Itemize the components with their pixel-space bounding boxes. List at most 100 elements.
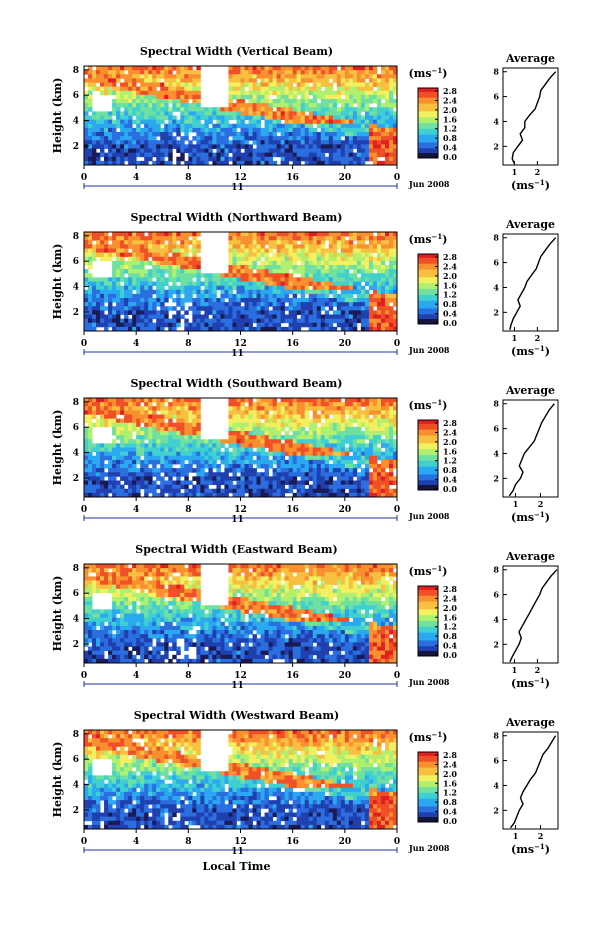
heatmap-cell xyxy=(168,74,173,79)
heatmap-cell xyxy=(84,127,89,133)
heatmap-cell xyxy=(344,402,350,407)
heatmap-cell xyxy=(332,293,338,299)
heatmap-cell xyxy=(84,439,89,444)
heatmap-cell xyxy=(228,148,233,154)
heatmap-cell xyxy=(192,82,197,88)
heatmap-cell xyxy=(392,140,398,145)
heatmap-cell xyxy=(108,281,113,287)
heatmap-cell xyxy=(184,435,189,440)
heatmap-cell xyxy=(260,78,265,83)
heatmap-cell xyxy=(200,111,205,116)
heatmap-cell xyxy=(96,302,101,307)
heatmap-cell xyxy=(88,136,93,141)
heatmap-cell xyxy=(152,468,157,473)
heatmap-cell xyxy=(160,103,165,108)
heatmap-cell xyxy=(372,289,378,295)
heatmap-cell xyxy=(84,480,89,486)
heatmap-cell xyxy=(168,406,173,411)
heatmap-cell xyxy=(192,156,197,162)
heatmap-cell xyxy=(216,111,221,116)
heatmap-cell xyxy=(84,298,89,303)
heatmap-cell xyxy=(268,298,273,303)
heatmap-cell xyxy=(300,472,306,477)
heatmap-cell xyxy=(216,298,221,303)
heatmap-cell xyxy=(348,439,354,444)
heatmap-cell xyxy=(380,152,386,158)
heatmap-cell xyxy=(88,152,93,158)
heatmap-cell xyxy=(180,86,185,92)
heatmap-cell xyxy=(336,398,342,403)
heatmap-cell xyxy=(296,277,302,282)
heatmap-cell xyxy=(108,78,113,83)
heatmap-cell xyxy=(260,260,265,266)
heatmap-cell xyxy=(172,232,177,237)
heatmap-cell xyxy=(216,306,221,311)
heatmap-cell xyxy=(392,298,398,303)
heatmap-cell xyxy=(224,160,229,166)
heatmap-cell xyxy=(376,326,382,332)
heatmap-cell xyxy=(368,90,374,96)
colorbar-frame xyxy=(417,87,439,159)
heatmap-cell xyxy=(260,140,265,145)
heatmap-cell xyxy=(268,78,273,83)
heatmap-cell xyxy=(260,244,265,249)
heatmap-cell xyxy=(196,402,201,407)
heatmap-cell xyxy=(112,136,117,141)
heatmap-cell xyxy=(240,90,245,96)
heatmap-cell xyxy=(344,302,350,307)
heatmap-cell xyxy=(388,285,394,291)
heatmap-cell xyxy=(280,464,286,469)
heatmap-cell xyxy=(136,111,141,116)
heatmap-cell xyxy=(276,298,282,303)
heatmap-cell xyxy=(264,439,269,444)
heatmap-cell xyxy=(148,277,153,282)
heatmap-cell xyxy=(308,484,314,490)
heatmap-cell xyxy=(356,236,362,241)
heatmap-cell xyxy=(304,302,310,307)
heatmap-cell xyxy=(264,488,269,494)
heatmap-cell xyxy=(228,480,233,486)
heatmap-cell xyxy=(292,455,298,461)
heatmap-cell xyxy=(300,447,306,453)
heatmap-cell xyxy=(100,240,105,245)
heatmap-cell xyxy=(320,455,326,461)
heatmap-cell xyxy=(148,480,153,486)
heatmap-cell xyxy=(296,140,302,145)
heatmap-cell xyxy=(108,398,113,403)
heatmap-cell xyxy=(264,127,269,133)
heatmap-cell xyxy=(132,476,137,481)
heatmap-cell xyxy=(200,476,205,481)
average-y-tick-label: 4 xyxy=(493,116,499,126)
heatmap-cell xyxy=(96,418,101,424)
heatmap-cell xyxy=(100,140,105,145)
heatmap-cell xyxy=(200,464,205,469)
heatmap-cell xyxy=(100,443,105,448)
heatmap-cell xyxy=(284,402,290,407)
heatmap-cell xyxy=(128,322,133,328)
heatmap-cell xyxy=(308,66,314,71)
heatmap-cell xyxy=(272,132,278,137)
heatmap-cell xyxy=(152,144,157,149)
heatmap-cell xyxy=(232,310,237,315)
heatmap-cell xyxy=(324,119,330,125)
heatmap-cell xyxy=(244,468,249,473)
heatmap-cell xyxy=(116,302,121,307)
heatmap-cell xyxy=(144,127,149,133)
heatmap-cell xyxy=(108,111,113,116)
heatmap-cell xyxy=(136,468,141,473)
heatmap-cell xyxy=(296,252,302,258)
heatmap-cell xyxy=(216,136,221,141)
heatmap-cell xyxy=(252,406,257,411)
heatmap-cell xyxy=(120,398,125,403)
heatmap-cell xyxy=(248,277,253,282)
x-tick-label: 0 xyxy=(394,339,400,349)
heatmap-cell xyxy=(300,298,306,303)
heatmap-cell xyxy=(356,78,362,83)
heatmap-cell xyxy=(100,70,105,75)
heatmap-cell xyxy=(124,426,129,432)
heatmap-cell xyxy=(280,306,286,311)
heatmap-cell xyxy=(144,293,149,299)
heatmap-cell xyxy=(268,402,273,407)
heatmap-cell xyxy=(124,248,129,254)
heatmap-cell xyxy=(156,451,161,457)
